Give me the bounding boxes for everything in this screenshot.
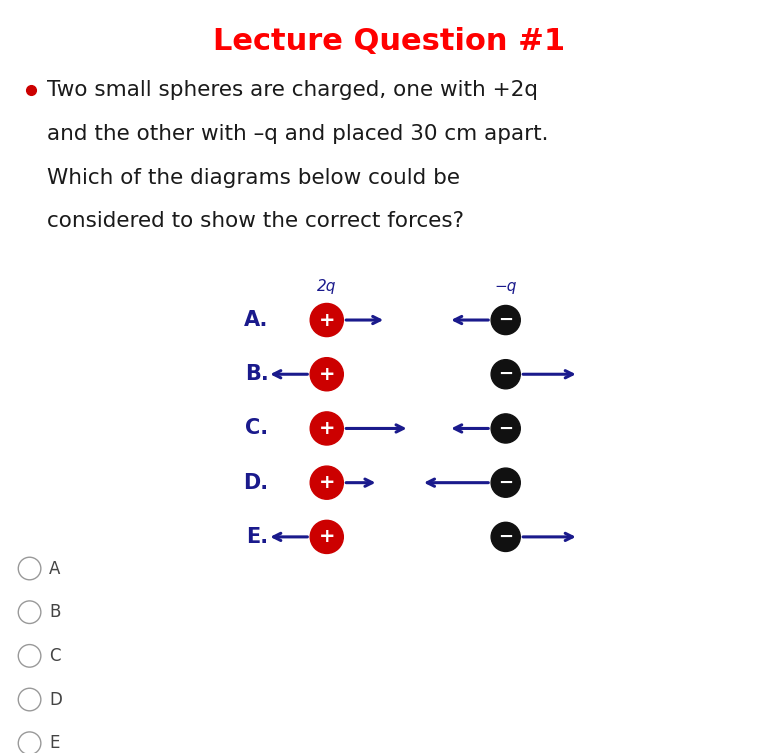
Text: C.: C. xyxy=(245,419,268,438)
Ellipse shape xyxy=(491,468,520,497)
Text: and the other with –q and placed 30 cm apart.: and the other with –q and placed 30 cm a… xyxy=(47,124,548,144)
Text: −: − xyxy=(498,528,513,546)
Text: A: A xyxy=(49,559,61,578)
Ellipse shape xyxy=(491,360,520,389)
Text: −: − xyxy=(498,419,513,437)
Ellipse shape xyxy=(310,466,343,499)
Text: +: + xyxy=(318,527,335,547)
Text: D.: D. xyxy=(244,473,268,492)
Text: −: − xyxy=(498,365,513,383)
Text: B.: B. xyxy=(244,364,268,384)
Text: +: + xyxy=(318,419,335,438)
Ellipse shape xyxy=(310,412,343,445)
Text: E.: E. xyxy=(247,527,268,547)
Ellipse shape xyxy=(491,523,520,551)
Text: +: + xyxy=(318,473,335,492)
Ellipse shape xyxy=(310,303,343,337)
Text: +: + xyxy=(318,364,335,384)
Text: +: + xyxy=(318,310,335,330)
Ellipse shape xyxy=(491,306,520,334)
Text: Lecture Question #1: Lecture Question #1 xyxy=(213,27,565,56)
Text: 2q: 2q xyxy=(317,279,336,294)
Text: A.: A. xyxy=(244,310,268,330)
Text: Two small spheres are charged, one with +2q: Two small spheres are charged, one with … xyxy=(47,81,538,100)
Text: considered to show the correct forces?: considered to show the correct forces? xyxy=(47,212,464,231)
Text: Which of the diagrams below could be: Which of the diagrams below could be xyxy=(47,168,460,187)
Ellipse shape xyxy=(310,358,343,391)
Text: E: E xyxy=(49,734,59,752)
Text: −: − xyxy=(498,311,513,329)
Text: D: D xyxy=(49,691,62,709)
Text: B: B xyxy=(49,603,61,621)
Ellipse shape xyxy=(491,414,520,443)
Text: C: C xyxy=(49,647,61,665)
Text: −q: −q xyxy=(495,279,517,294)
Text: −: − xyxy=(498,474,513,492)
Ellipse shape xyxy=(310,520,343,553)
